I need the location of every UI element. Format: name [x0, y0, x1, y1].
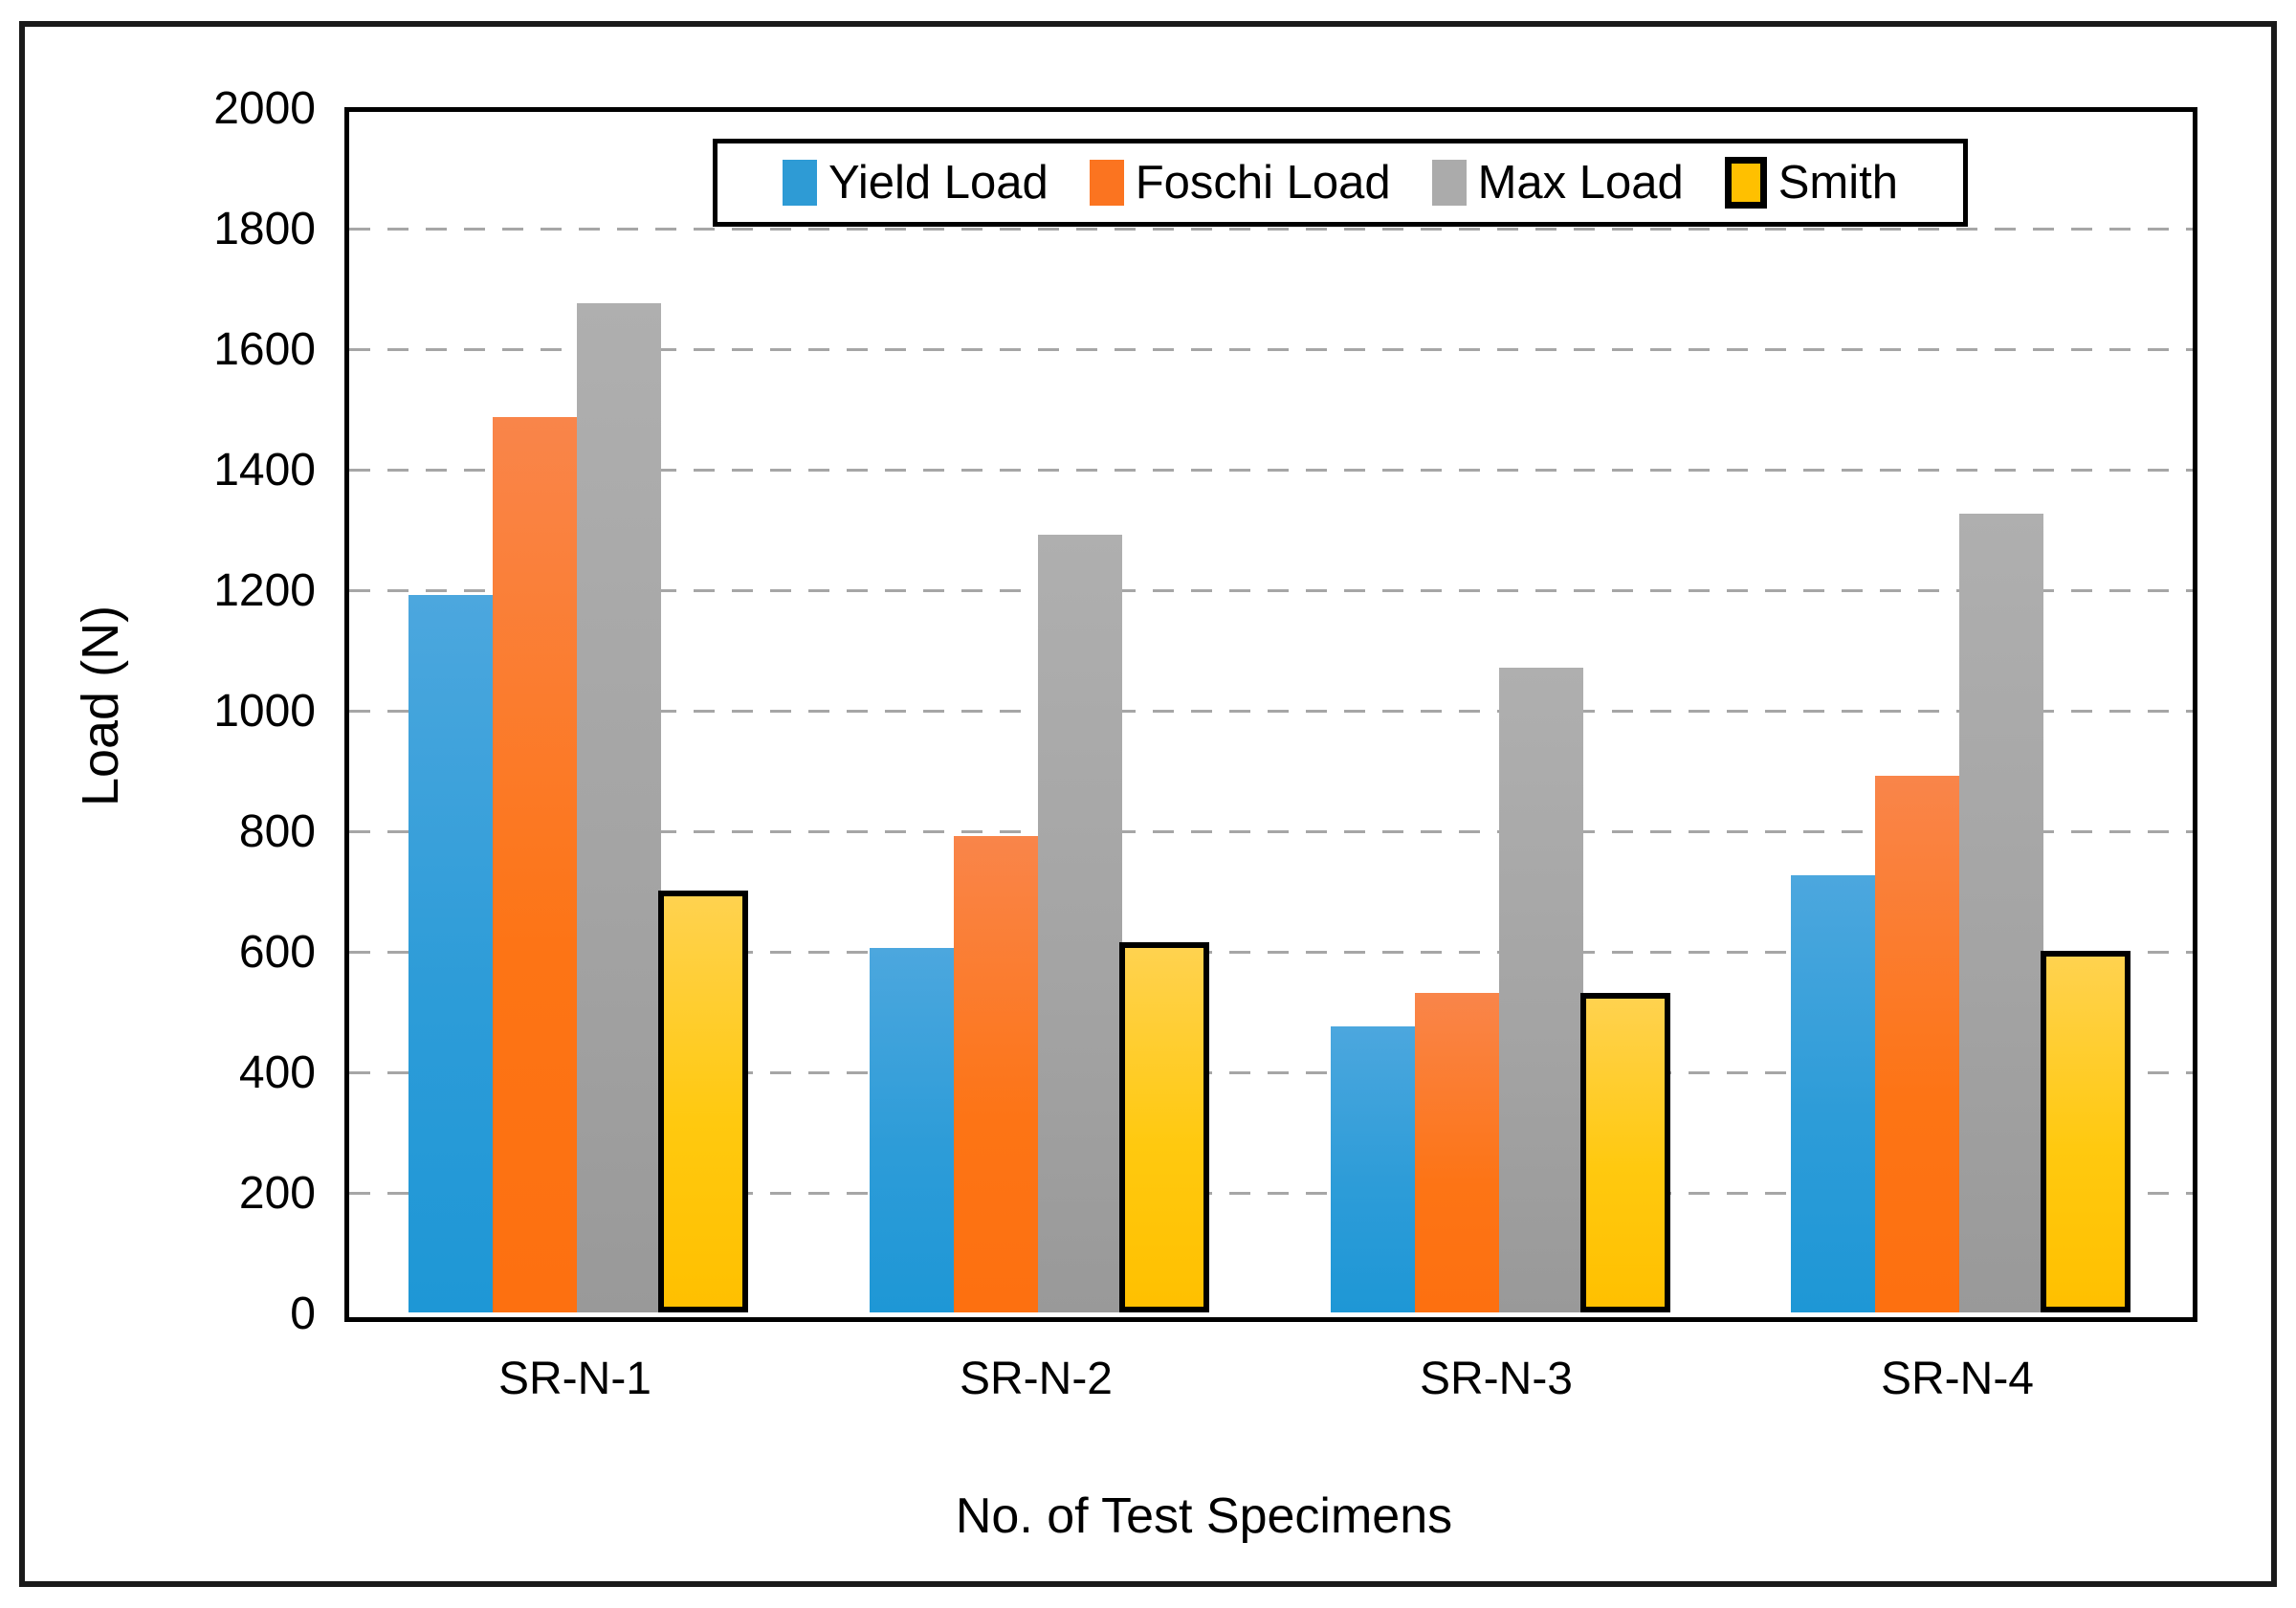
x-tick-label-SR-N-4: SR-N-4 — [1880, 1354, 2034, 1404]
figure-border — [19, 21, 2277, 1587]
bar-SR-N-3-smith — [1580, 993, 1670, 1312]
bar-SR-N-3-foschi-load — [1415, 993, 1499, 1312]
legend-label: Smith — [1777, 157, 1898, 209]
gridline-200 — [349, 1192, 2193, 1195]
y-tick-label-200: 200 — [238, 1168, 316, 1219]
gridline-600 — [349, 951, 2193, 954]
bar-SR-N-1-smith — [658, 891, 748, 1312]
bar-SR-N-2-foschi-load — [954, 836, 1038, 1312]
legend-swatch-icon — [1724, 157, 1767, 209]
y-tick-label-800: 800 — [238, 806, 316, 857]
legend-label: Max Load — [1477, 157, 1684, 209]
legend-item-max-load: Max Load — [1431, 156, 1684, 209]
bar-SR-N-1-foschi-load — [493, 417, 577, 1312]
y-tick-label-1800: 1800 — [213, 204, 316, 254]
legend-item-foschi-load: Foschi Load — [1089, 156, 1391, 209]
bar-SR-N-1-max-load — [577, 303, 661, 1312]
y-axis-title: Load (N) — [72, 605, 129, 807]
y-tick-label-1600: 1600 — [213, 324, 316, 375]
gridline-400 — [349, 1071, 2193, 1074]
bar-SR-N-2-yield-load — [870, 948, 954, 1312]
legend-swatch-icon — [1431, 160, 1467, 206]
x-tick-label-SR-N-1: SR-N-1 — [497, 1354, 651, 1404]
bar-SR-N-4-yield-load — [1791, 875, 1875, 1312]
bar-SR-N-3-max-load — [1499, 668, 1583, 1312]
y-tick-label-0: 0 — [290, 1289, 316, 1339]
gridline-1800 — [349, 228, 2193, 231]
bar-SR-N-2-max-load — [1038, 535, 1122, 1312]
x-tick-label-SR-N-2: SR-N-2 — [959, 1354, 1113, 1404]
legend-item-yield-load: Yield Load — [783, 156, 1049, 209]
bar-SR-N-4-max-load — [1959, 514, 2043, 1312]
bar-SR-N-3-yield-load — [1331, 1026, 1415, 1312]
y-tick-label-1200: 1200 — [213, 565, 316, 616]
gridline-1000 — [349, 710, 2193, 713]
legend-swatch-icon — [783, 160, 817, 206]
gridline-1600 — [349, 348, 2193, 351]
bar-SR-N-2-smith — [1119, 942, 1209, 1312]
bar-SR-N-4-smith — [2041, 951, 2130, 1312]
legend-label: Yield Load — [828, 157, 1049, 209]
legend: Yield Load Foschi Load Max Load Smith — [713, 139, 1968, 227]
legend-item-smith: Smith — [1724, 156, 1898, 209]
bar-SR-N-1-yield-load — [408, 595, 493, 1312]
legend-label: Foschi Load — [1135, 157, 1391, 209]
gridline-1400 — [349, 469, 2193, 472]
legend-swatch-icon — [1089, 160, 1124, 206]
x-tick-label-SR-N-3: SR-N-3 — [1419, 1354, 1573, 1404]
y-tick-label-600: 600 — [238, 927, 316, 978]
y-tick-label-1000: 1000 — [213, 686, 316, 737]
gridline-1200 — [349, 589, 2193, 592]
gridline-800 — [349, 830, 2193, 833]
bar-SR-N-4-foschi-load — [1875, 776, 1959, 1312]
x-axis-title: No. of Test Specimens — [955, 1488, 1453, 1544]
y-tick-label-2000: 2000 — [213, 83, 316, 134]
y-tick-label-400: 400 — [238, 1047, 316, 1098]
y-tick-label-1400: 1400 — [213, 445, 316, 496]
